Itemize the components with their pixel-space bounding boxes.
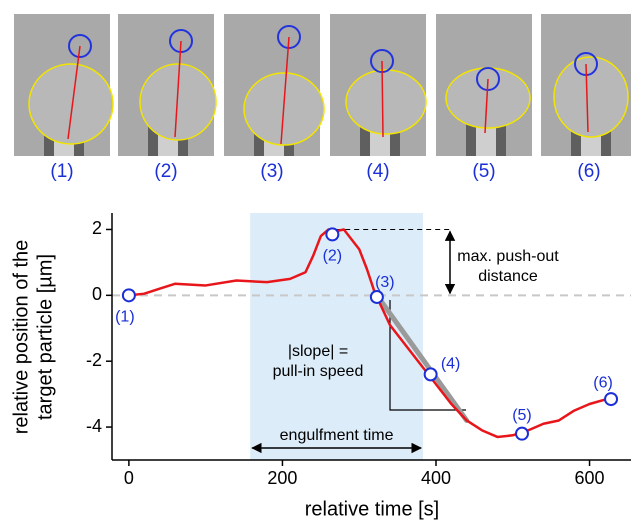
panel-label: (2): [154, 161, 177, 182]
slope-label: pull-in speed: [273, 363, 364, 380]
axis-line: [174, 40, 182, 138]
snapshot-label: (5): [512, 407, 532, 424]
y-tick-label: -4: [86, 416, 102, 436]
panel-label: (6): [577, 161, 600, 182]
panel-label: (5): [472, 161, 495, 182]
y-tick-label: 0: [92, 284, 102, 304]
push-out-label: distance: [478, 268, 538, 285]
particle: [277, 25, 301, 49]
engulfment-label: engulfment time: [280, 427, 394, 444]
micrograph: [14, 14, 114, 156]
push-out-label: max. push-out: [457, 248, 559, 265]
micrograph: [541, 14, 631, 156]
panel-label: (4): [366, 161, 389, 182]
particle: [68, 34, 92, 58]
snapshot-label: (3): [375, 274, 395, 291]
micrograph: [436, 14, 532, 156]
x-tick-label: 600: [575, 468, 605, 488]
x-tick-label: 400: [421, 468, 451, 488]
snapshot-label: (4): [441, 356, 461, 373]
micrograph: [118, 14, 217, 156]
y-axis-title: target particle [µm]: [34, 254, 56, 420]
snapshot-marker: [121, 288, 136, 303]
snapshot-marker: [369, 289, 384, 304]
y-tick-label: -2: [86, 350, 102, 370]
x-tick-label: 200: [267, 468, 297, 488]
slope-label: |slope| =: [288, 343, 348, 360]
snapshot-marker: [423, 367, 438, 382]
axis-line: [280, 36, 290, 145]
cell: [553, 56, 629, 138]
cell: [345, 69, 427, 135]
snapshot-label: (1): [115, 309, 135, 326]
slope-bracket: [389, 300, 466, 411]
y-axis-title: relative position of the: [10, 240, 32, 435]
cell: [28, 63, 114, 145]
engulfment-shade: [250, 213, 423, 460]
snapshot-marker: [604, 392, 619, 407]
axis-line: [585, 63, 589, 133]
x-tick-label: 0: [124, 468, 134, 488]
snapshot-label: (6): [593, 374, 613, 391]
snapshot-label: (2): [323, 248, 343, 265]
axis-line: [67, 45, 81, 140]
axis-line: [381, 60, 384, 138]
y-tick-label: 2: [92, 218, 102, 238]
snapshot-marker: [325, 227, 340, 242]
panel-label: (3): [260, 161, 283, 182]
panel-label: (1): [50, 161, 73, 182]
micrograph: [330, 14, 427, 156]
x-axis-title: relative time [s]: [305, 498, 439, 520]
cell: [445, 67, 531, 129]
slope-line: [374, 292, 470, 423]
snapshot-marker: [514, 426, 529, 441]
cell: [139, 63, 217, 141]
axis-line: [484, 78, 489, 134]
micrograph: [224, 14, 325, 156]
